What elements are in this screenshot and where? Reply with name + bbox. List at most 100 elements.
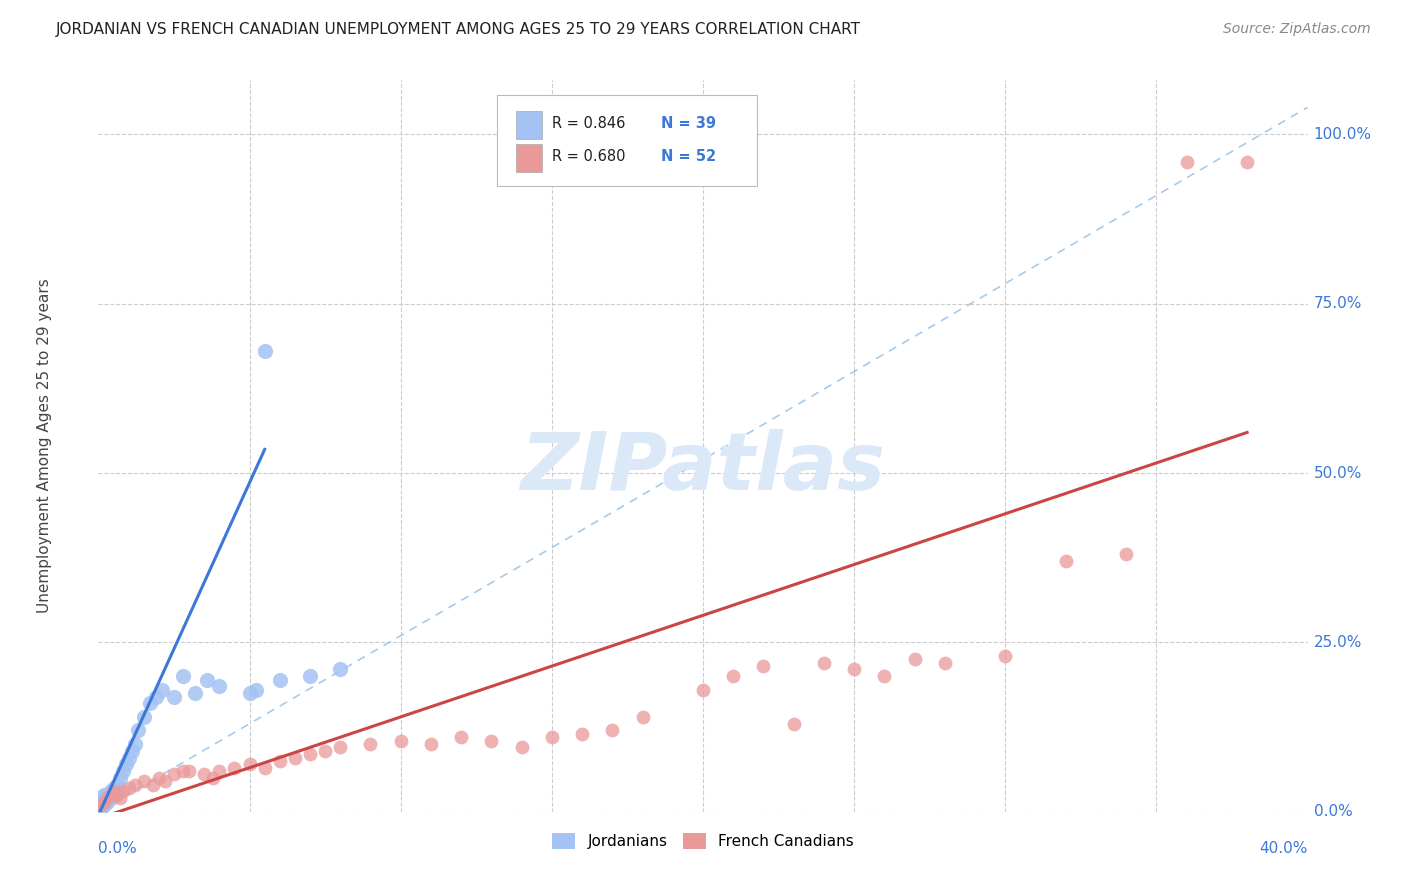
- Jordanians: [163, 690, 186, 704]
- Jordanians: [127, 723, 149, 738]
- FancyBboxPatch shape: [498, 95, 758, 186]
- Jordanians: [103, 788, 125, 802]
- Text: R = 0.846: R = 0.846: [551, 116, 626, 131]
- French Canadians: [783, 716, 806, 731]
- French Canadians: [193, 767, 215, 781]
- Jordanians: [96, 788, 118, 802]
- Jordanians: [90, 795, 112, 809]
- French Canadians: [904, 652, 927, 666]
- French Canadians: [239, 757, 262, 772]
- Jordanians: [132, 710, 155, 724]
- Jordanians: [150, 682, 173, 697]
- Legend: Jordanians, French Canadians: Jordanians, French Canadians: [547, 827, 859, 855]
- French Canadians: [389, 733, 412, 747]
- French Canadians: [1236, 154, 1258, 169]
- French Canadians: [153, 774, 176, 789]
- French Canadians: [132, 774, 155, 789]
- French Canadians: [124, 778, 146, 792]
- Jordanians: [329, 663, 352, 677]
- French Canadians: [723, 669, 745, 683]
- French Canadians: [105, 788, 128, 802]
- French Canadians: [253, 761, 276, 775]
- Jordanians: [90, 801, 112, 815]
- Jordanians: [108, 771, 131, 785]
- Text: 0.0%: 0.0%: [1313, 805, 1353, 819]
- Text: Source: ZipAtlas.com: Source: ZipAtlas.com: [1223, 22, 1371, 37]
- Text: 50.0%: 50.0%: [1313, 466, 1362, 481]
- French Canadians: [163, 767, 186, 781]
- French Canadians: [1115, 547, 1137, 561]
- Jordanians: [105, 784, 128, 798]
- French Canadians: [314, 744, 336, 758]
- FancyBboxPatch shape: [516, 144, 543, 171]
- French Canadians: [813, 656, 835, 670]
- French Canadians: [481, 733, 503, 747]
- Jordanians: [93, 791, 115, 805]
- French Canadians: [420, 737, 443, 751]
- French Canadians: [108, 791, 131, 805]
- French Canadians: [103, 784, 125, 798]
- Jordanians: [121, 744, 143, 758]
- French Canadians: [202, 771, 225, 785]
- Jordanians: [269, 673, 291, 687]
- Jordanians: [93, 795, 115, 809]
- Text: Unemployment Among Ages 25 to 29 years: Unemployment Among Ages 25 to 29 years: [37, 278, 52, 614]
- Jordanians: [93, 788, 115, 802]
- Text: R = 0.680: R = 0.680: [551, 149, 626, 164]
- Jordanians: [172, 669, 194, 683]
- French Canadians: [752, 659, 775, 673]
- French Canadians: [148, 771, 170, 785]
- Jordanians: [184, 686, 207, 700]
- French Canadians: [142, 778, 165, 792]
- Jordanians: [90, 797, 112, 812]
- Jordanians: [245, 682, 267, 697]
- Jordanians: [90, 791, 112, 805]
- French Canadians: [100, 788, 122, 802]
- Text: 0.0%: 0.0%: [98, 841, 138, 856]
- French Canadians: [179, 764, 201, 778]
- Jordanians: [100, 791, 122, 805]
- Jordanians: [96, 795, 118, 809]
- French Canadians: [299, 747, 322, 761]
- Text: 25.0%: 25.0%: [1313, 635, 1362, 650]
- French Canadians: [118, 780, 141, 795]
- Text: 100.0%: 100.0%: [1313, 127, 1372, 142]
- Jordanians: [96, 791, 118, 805]
- Text: N = 39: N = 39: [661, 116, 716, 131]
- Jordanians: [114, 757, 136, 772]
- Text: 75.0%: 75.0%: [1313, 296, 1362, 311]
- French Canadians: [224, 761, 246, 775]
- Text: 40.0%: 40.0%: [1260, 841, 1308, 856]
- French Canadians: [450, 730, 472, 744]
- Jordanians: [195, 673, 218, 687]
- Text: JORDANIAN VS FRENCH CANADIAN UNEMPLOYMENT AMONG AGES 25 TO 29 YEARS CORRELATION : JORDANIAN VS FRENCH CANADIAN UNEMPLOYMEN…: [56, 22, 862, 37]
- French Canadians: [602, 723, 624, 738]
- French Canadians: [208, 764, 231, 778]
- Jordanians: [299, 669, 322, 683]
- Jordanians: [124, 737, 146, 751]
- French Canadians: [96, 791, 118, 805]
- French Canadians: [269, 754, 291, 768]
- Jordanians: [111, 764, 134, 778]
- Jordanians: [253, 344, 276, 359]
- French Canadians: [93, 795, 115, 809]
- French Canadians: [540, 730, 562, 744]
- French Canadians: [329, 740, 352, 755]
- French Canadians: [360, 737, 382, 751]
- French Canadians: [571, 727, 593, 741]
- French Canadians: [994, 648, 1017, 663]
- French Canadians: [510, 740, 533, 755]
- Jordanians: [208, 680, 231, 694]
- Text: ZIPatlas: ZIPatlas: [520, 429, 886, 507]
- French Canadians: [90, 797, 112, 812]
- French Canadians: [844, 663, 866, 677]
- Text: N = 52: N = 52: [661, 149, 716, 164]
- Jordanians: [103, 780, 125, 795]
- French Canadians: [934, 656, 956, 670]
- French Canadians: [631, 710, 654, 724]
- French Canadians: [692, 682, 714, 697]
- Jordanians: [139, 697, 162, 711]
- French Canadians: [873, 669, 896, 683]
- Jordanians: [105, 778, 128, 792]
- FancyBboxPatch shape: [516, 111, 543, 139]
